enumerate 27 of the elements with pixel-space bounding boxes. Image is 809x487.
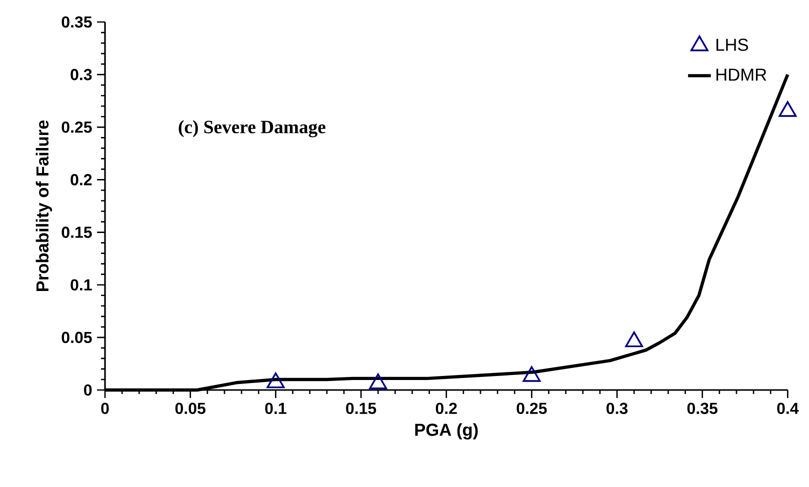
- x-tick-label: 0.3: [606, 402, 628, 414]
- point: [522, 366, 541, 382]
- point: [369, 373, 388, 390]
- y-tick-label: 0.15: [62, 226, 92, 238]
- point: [778, 101, 797, 117]
- legend-label: LHS: [716, 38, 748, 51]
- x-tick-label: 0.4: [777, 402, 799, 414]
- annotation: (c) Severe Damage: [178, 120, 326, 138]
- y-tick-label: 0.25: [62, 121, 92, 133]
- y-axis-title: Probability of Failure: [36, 120, 52, 292]
- x-tick-label: 0.2: [436, 402, 457, 414]
- x-tick-label: 0.1: [265, 402, 286, 414]
- y-tick-label: 0.35: [62, 16, 92, 28]
- point: [266, 372, 285, 388]
- x-tick-label: 0: [101, 402, 109, 414]
- y-tick-label: 0: [84, 384, 92, 396]
- y-tick-label: 0.05: [62, 332, 92, 344]
- point: [625, 331, 644, 348]
- x-tick-label: 0.25: [516, 402, 547, 414]
- y-tick-label: 0.2: [70, 174, 92, 186]
- y-tick-label: 0.1: [70, 279, 92, 291]
- legend-label: HDMR: [716, 68, 766, 81]
- x-tick-label: 0.15: [346, 402, 376, 414]
- y-tick-label: 0.3: [70, 68, 92, 80]
- x-tick-label: 0.35: [687, 402, 718, 414]
- x-tick-label: 0.05: [175, 402, 206, 414]
- x-axis-title: PGA (g): [415, 423, 478, 440]
